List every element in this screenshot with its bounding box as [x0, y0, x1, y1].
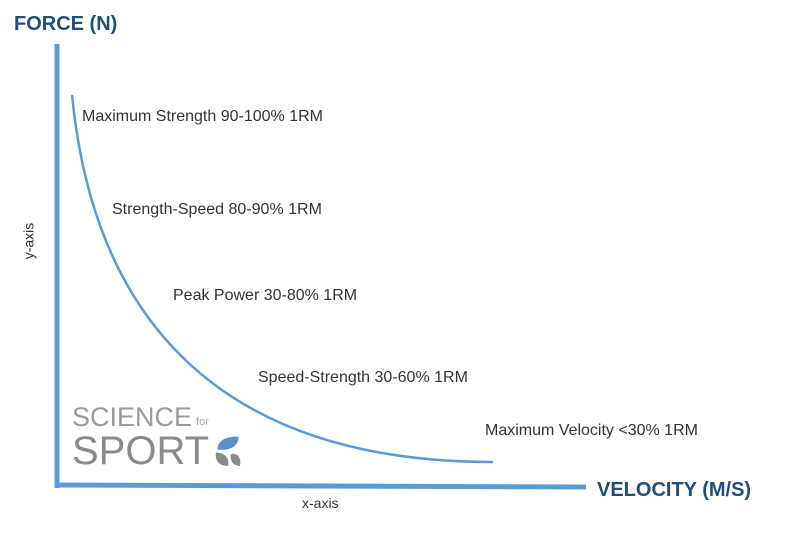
y-axis-label: y-axis [20, 222, 37, 260]
science-for-sport-logo: SCIENCE for SPORT [72, 404, 243, 471]
zone-maximum-strength: Maximum Strength 90-100% 1RM [82, 108, 323, 125]
x-axis-label: x-axis [302, 495, 339, 511]
zone-speed-strength: Speed-Strength 30-60% 1RM [258, 369, 468, 386]
leaf-icon [215, 436, 241, 466]
logo-for-text: for [196, 416, 209, 428]
zone-maximum-velocity: Maximum Velocity <30% 1RM [485, 422, 698, 439]
x-axis-line [54, 482, 587, 490]
x-axis-title: VELOCITY (M/S) [597, 479, 752, 501]
force-velocity-curve [70, 94, 494, 464]
logo-bottom-row: SPORT [72, 431, 243, 471]
logo-sport-text: SPORT [72, 429, 210, 473]
logo-science-text: SCIENCE [72, 402, 193, 432]
zone-peak-power: Peak Power 30-80% 1RM [173, 287, 358, 304]
y-axis-title: FORCE (N) [14, 13, 118, 35]
zone-strength-speed: Strength-Speed 80-90% 1RM [112, 201, 322, 218]
logo-top-row: SCIENCE for [72, 404, 209, 431]
